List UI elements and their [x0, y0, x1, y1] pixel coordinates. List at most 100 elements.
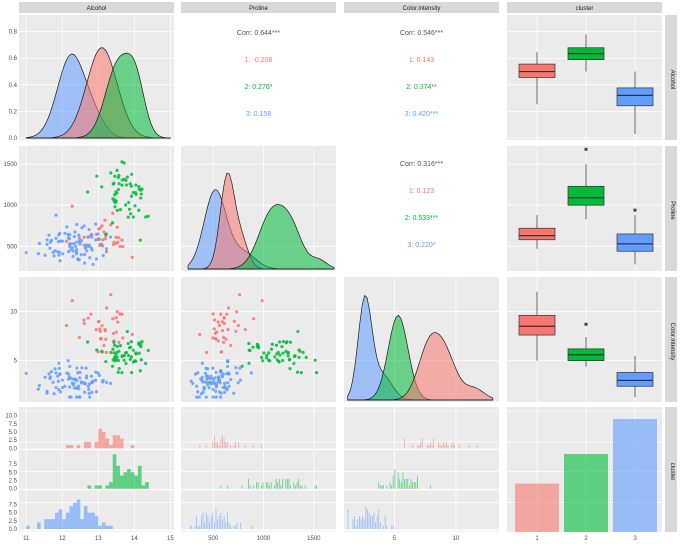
hist-bar-cluster-3	[365, 506, 367, 529]
hist-bar-cluster-2	[417, 475, 418, 489]
y-tick-density: 0.2	[9, 109, 18, 115]
point-alcohol-proline	[131, 215, 135, 219]
point-alcohol-proline	[95, 174, 99, 178]
strip-right-label: Alcohol	[669, 70, 675, 90]
hist-bar-cluster-1	[101, 431, 106, 449]
point-alcohol-proline	[125, 175, 129, 179]
point-proline-color	[217, 323, 222, 328]
point-proline-color	[214, 370, 218, 375]
y-tick-count: 2.5	[9, 438, 18, 444]
hist-bar-cluster-3	[51, 519, 56, 529]
hist-bar-cluster-3	[58, 509, 63, 529]
point-proline-color	[222, 316, 226, 320]
hist-bar-cluster-2	[293, 482, 295, 489]
point-proline-color	[313, 358, 317, 362]
point-alcohol-color	[138, 369, 142, 373]
hist-bar-cluster-3	[367, 509, 368, 529]
hist-bar-cluster-1	[87, 441, 92, 449]
point-alcohol-proline	[113, 193, 117, 197]
point-alcohol-proline	[124, 203, 128, 207]
point-alcohol-color	[68, 364, 72, 369]
hist-bar-cluster-3	[94, 515, 99, 529]
point-alcohol-color	[75, 386, 79, 390]
hist-bar-cluster-2	[397, 472, 399, 489]
point-alcohol-proline	[127, 200, 131, 205]
hist-bar-cluster-1	[429, 441, 431, 449]
hist-bar-cluster-1	[98, 428, 102, 449]
point-alcohol-color	[94, 328, 98, 332]
hist-bar-cluster-2	[275, 478, 277, 489]
point-alcohol-proline	[69, 242, 73, 246]
point-alcohol-proline	[128, 182, 132, 186]
point-alcohol-proline	[116, 187, 121, 192]
strip-top-bg	[19, 2, 174, 13]
point-alcohol-proline	[67, 249, 71, 254]
point-proline-color	[238, 378, 243, 382]
hist-bar-cluster-2	[400, 482, 402, 489]
point-alcohol-color	[104, 306, 109, 310]
point-alcohol-proline	[104, 247, 109, 251]
point-proline-color	[301, 350, 305, 355]
point-alcohol-proline	[118, 208, 123, 212]
hist-bar-cluster-2	[262, 482, 264, 489]
point-alcohol-color	[43, 375, 47, 379]
point-alcohol-proline	[83, 261, 87, 265]
hist-bar-cluster-2	[285, 478, 287, 489]
point-alcohol-color	[114, 330, 119, 334]
point-alcohol-proline	[24, 251, 28, 255]
point-alcohol-color	[91, 379, 95, 383]
point-alcohol-color	[130, 371, 134, 375]
hist-bar-cluster-1	[426, 445, 428, 449]
point-alcohol-proline	[124, 183, 129, 187]
point-alcohol-proline	[70, 204, 74, 208]
point-alcohol-proline	[78, 238, 82, 242]
point-alcohol-proline	[91, 262, 95, 267]
point-alcohol-color	[76, 371, 80, 375]
point-alcohol-color	[60, 378, 65, 382]
point-alcohol-proline	[96, 232, 100, 236]
box-Alcohol-cluster-1	[518, 63, 556, 78]
point-proline-color	[204, 395, 208, 399]
point-alcohol-color	[89, 374, 94, 378]
point-alcohol-proline	[72, 242, 76, 246]
strip-right-label: cluster	[669, 463, 675, 481]
y-tick-color: 10	[10, 309, 17, 315]
point-alcohol-color	[98, 336, 102, 341]
point-alcohol-proline	[111, 243, 116, 247]
hist-bar-cluster-1	[450, 445, 452, 449]
y-tick-count: 10.0	[5, 414, 17, 420]
hist-bar-cluster-2	[399, 478, 401, 489]
hist-bar-cluster-2	[404, 478, 405, 489]
point-alcohol-color	[139, 358, 143, 362]
point-alcohol-proline	[100, 224, 104, 228]
hist-bar-cluster-2	[389, 482, 391, 489]
box-outlier	[633, 208, 637, 212]
hist-bar-cluster-3	[213, 522, 215, 529]
point-alcohol-proline	[94, 222, 98, 226]
hist-bar-cluster-2	[94, 485, 99, 489]
point-proline-color	[278, 353, 282, 357]
hist-bar-cluster-1	[83, 441, 88, 449]
point-proline-color	[227, 384, 231, 388]
point-proline-color	[214, 385, 218, 389]
hist-bar-cluster-1	[94, 441, 99, 449]
box-outlier	[584, 147, 588, 151]
point-proline-color	[238, 366, 242, 370]
point-proline-color	[200, 378, 204, 382]
point-alcohol-proline	[133, 204, 137, 208]
point-alcohol-color	[126, 341, 130, 346]
point-alcohol-proline	[74, 250, 79, 254]
point-alcohol-proline	[57, 253, 61, 257]
point-alcohol-color	[45, 389, 49, 393]
panel-bg	[344, 15, 499, 140]
density-proline-cluster-2	[188, 204, 335, 270]
hist-bar-cluster-2	[299, 485, 301, 489]
strip-right-label: Proline	[669, 201, 675, 220]
hist-bar-cluster-2	[383, 485, 384, 489]
hist-bar-cluster-2	[296, 482, 298, 489]
point-proline-color	[265, 356, 269, 360]
point-alcohol-proline	[116, 175, 120, 180]
point-alcohol-proline	[115, 225, 119, 229]
hist-bar-cluster-2	[280, 485, 282, 489]
x-tick-alcohol: 14	[131, 536, 138, 542]
